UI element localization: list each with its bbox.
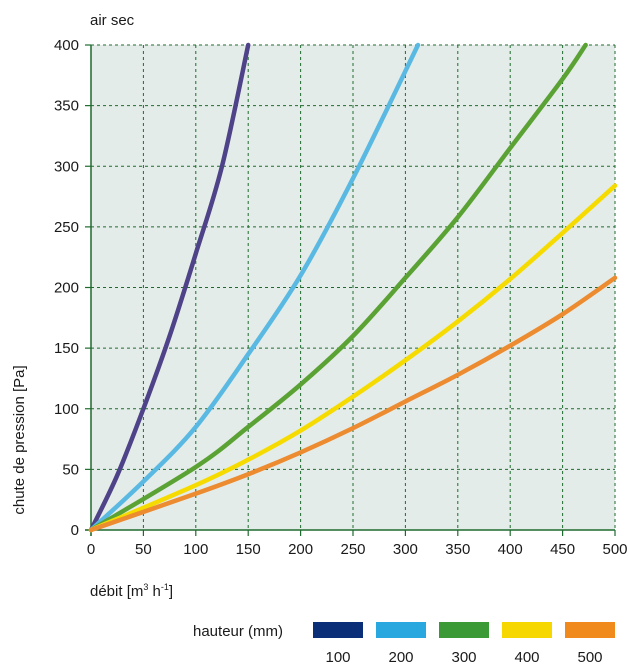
x-tick-label: 500 [602,541,627,558]
legend-swatch-100 [313,622,363,638]
x-tick-label: 450 [550,541,575,558]
y-tick-label: 100 [54,401,79,418]
chart-title: air sec [90,12,135,29]
x-tick-label: 50 [135,541,152,558]
y-tick-label: 150 [54,340,79,357]
series-line-4 [88,183,618,533]
y-tick-labels: 0 50 100 150 200 250 300 350 400 [54,37,91,539]
x-tick-label: 150 [236,541,261,558]
series-line-1 [88,42,251,533]
x-tick-label: 300 [393,541,418,558]
legend-title: hauteur (mm) [193,623,283,640]
legend: hauteur (mm) 100 200 300 400 500 [193,622,615,666]
legend-label-500: 500 [577,649,602,666]
series-line-2 [88,42,421,533]
y-tick-label: 0 [71,522,79,539]
legend-label-100: 100 [325,649,350,666]
x-tick-label: 250 [340,541,365,558]
legend-label-400: 400 [514,649,539,666]
legend-label-200: 200 [388,649,413,666]
legend-label-300: 300 [451,649,476,666]
x-tick-label: 100 [183,541,208,558]
y-tick-label: 200 [54,280,79,297]
grid [91,44,616,530]
legend-swatch-400 [502,622,552,638]
y-tick-label: 250 [54,219,79,236]
x-axis-label: débit [m3 h-1] [90,582,173,600]
x-tick-label: 200 [288,541,313,558]
series-lines [88,42,618,533]
x-tick-label: 400 [498,541,523,558]
y-tick-label: 400 [54,37,79,54]
x-tick-label: 350 [445,541,470,558]
y-tick-label: 350 [54,98,79,115]
legend-swatch-200 [376,622,426,638]
y-tick-label: 300 [54,158,79,175]
y-axis-label: chute de pression [Pa] [11,365,28,514]
x-tick-label: 0 [87,541,95,558]
series-line-3 [88,42,588,533]
y-tick-label: 50 [62,461,79,478]
series-line-5 [88,275,618,533]
legend-swatch-500 [565,622,615,638]
axes [85,45,615,536]
x-tick-labels: 0 50 100 150 200 250 300 350 400 450 500 [87,530,628,558]
legend-swatch-300 [439,622,489,638]
